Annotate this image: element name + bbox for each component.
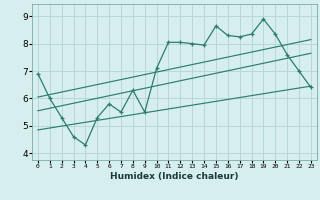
X-axis label: Humidex (Indice chaleur): Humidex (Indice chaleur) [110, 172, 239, 181]
